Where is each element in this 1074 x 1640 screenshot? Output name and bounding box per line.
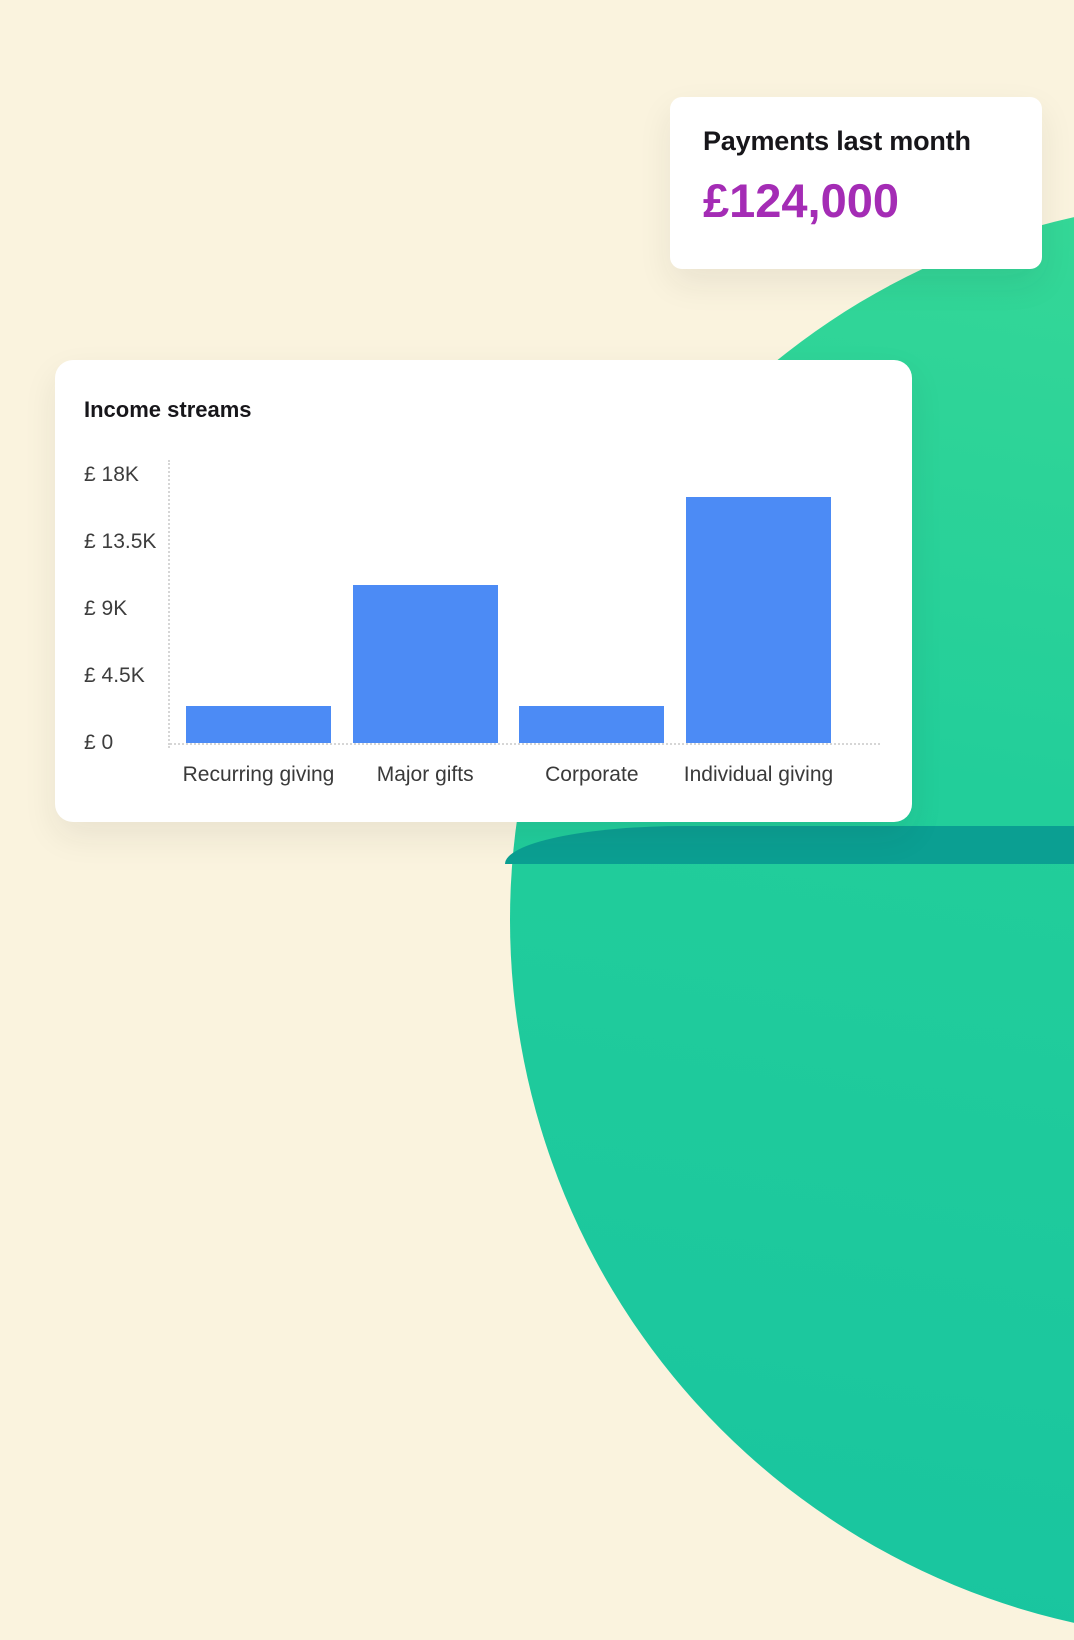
y-tick-label: £ 9K xyxy=(84,597,128,620)
bars-container xyxy=(186,475,831,743)
decorative-teal-band xyxy=(505,826,1074,864)
bar-individual-giving xyxy=(685,497,831,743)
bar-recurring-giving xyxy=(186,705,331,743)
x-axis-line xyxy=(170,743,880,745)
x-category-label: Individual giving xyxy=(683,763,834,786)
y-tick-label: £ 0 xyxy=(84,731,114,754)
x-category-label: Major gifts xyxy=(376,763,474,786)
x-axis-labels: Recurring giving Major gifts Corporate Indi… xyxy=(182,763,834,787)
y-axis-ticks: £ 18K £ 13.5K £ 9K £ 4.5K £ 0 xyxy=(84,463,156,755)
income-card-title: Income streams xyxy=(84,397,252,422)
bar-major-gifts xyxy=(352,585,498,743)
payments-card: Payments last month £124,000 xyxy=(670,97,1042,269)
income-card: Income streams £ 18K £ 13.5K £ 9K £ 4.5K £ 0… xyxy=(55,360,912,822)
x-category-label: Recurring giving xyxy=(182,763,335,786)
payments-amount: £124,000 xyxy=(703,174,900,227)
y-tick-label: £ 13.5K xyxy=(84,530,157,553)
chart-plot-area xyxy=(168,460,880,748)
y-axis-line xyxy=(168,460,170,748)
bar-corporate xyxy=(519,705,665,743)
y-tick-label: £ 18K xyxy=(84,463,139,486)
x-category-label: Corporate xyxy=(545,763,639,786)
y-tick-label: £ 4.5K xyxy=(84,664,145,687)
payments-card-title: Payments last month xyxy=(703,126,971,156)
